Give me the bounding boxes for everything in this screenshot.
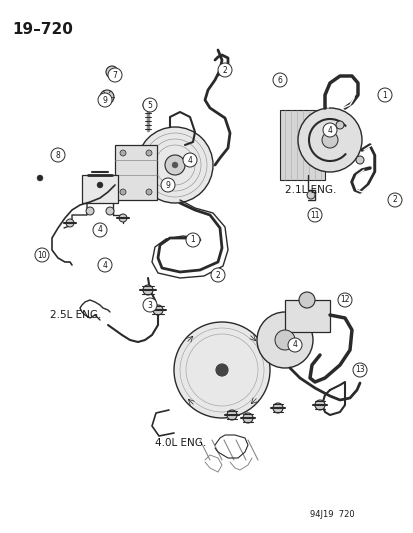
Circle shape — [142, 98, 157, 112]
Circle shape — [171, 162, 178, 168]
Text: 2.1L ENG.: 2.1L ENG. — [284, 185, 335, 195]
Circle shape — [256, 312, 312, 368]
Text: 19–720: 19–720 — [12, 22, 73, 37]
Circle shape — [307, 208, 321, 222]
Circle shape — [37, 175, 43, 181]
Circle shape — [314, 400, 324, 410]
Circle shape — [226, 410, 236, 420]
Bar — [82, 175, 118, 203]
Circle shape — [86, 207, 94, 215]
Text: 3: 3 — [147, 301, 152, 310]
Circle shape — [106, 207, 114, 215]
Text: 1: 1 — [382, 91, 387, 100]
Text: 2.5L ENG.: 2.5L ENG. — [50, 310, 101, 320]
Circle shape — [377, 88, 391, 102]
Circle shape — [335, 121, 343, 129]
Circle shape — [183, 153, 197, 167]
Circle shape — [218, 63, 231, 77]
Circle shape — [352, 363, 366, 377]
Circle shape — [173, 322, 269, 418]
Text: 5: 5 — [147, 101, 152, 109]
Bar — [279, 110, 324, 180]
Circle shape — [51, 148, 65, 162]
Circle shape — [322, 123, 336, 137]
Circle shape — [146, 150, 152, 156]
Circle shape — [211, 268, 224, 282]
Circle shape — [97, 182, 103, 188]
Circle shape — [66, 219, 74, 227]
Circle shape — [93, 223, 107, 237]
Text: 12: 12 — [339, 295, 349, 304]
Text: 9: 9 — [165, 181, 170, 190]
Circle shape — [137, 127, 212, 203]
Text: 8: 8 — [55, 150, 60, 159]
Text: 4: 4 — [327, 125, 332, 134]
Circle shape — [119, 214, 127, 222]
Text: 1: 1 — [190, 236, 195, 245]
Circle shape — [146, 189, 152, 195]
Circle shape — [242, 413, 252, 423]
Text: 11: 11 — [309, 211, 319, 220]
Bar — [115, 145, 157, 200]
Circle shape — [120, 189, 126, 195]
Circle shape — [106, 66, 118, 78]
Text: 4: 4 — [187, 156, 192, 165]
Text: 4: 4 — [292, 341, 297, 350]
Circle shape — [185, 233, 199, 247]
Circle shape — [272, 403, 282, 413]
Text: 4: 4 — [102, 261, 107, 270]
Bar — [284, 300, 329, 332]
Circle shape — [161, 178, 175, 192]
Circle shape — [287, 338, 301, 352]
Text: 4.0L ENG.: 4.0L ENG. — [154, 438, 206, 448]
Circle shape — [142, 285, 153, 295]
Circle shape — [98, 258, 112, 272]
Circle shape — [120, 150, 126, 156]
Circle shape — [165, 155, 185, 175]
Circle shape — [108, 68, 122, 82]
Circle shape — [274, 330, 294, 350]
Text: 7: 7 — [112, 70, 117, 79]
Text: 2: 2 — [222, 66, 227, 75]
Circle shape — [100, 90, 114, 104]
Circle shape — [337, 293, 351, 307]
Text: 13: 13 — [354, 366, 364, 375]
Text: 2: 2 — [215, 271, 220, 279]
Circle shape — [216, 364, 228, 376]
Text: 6: 6 — [277, 76, 282, 85]
Text: 10: 10 — [37, 251, 47, 260]
Circle shape — [35, 248, 49, 262]
Circle shape — [297, 108, 361, 172]
Circle shape — [142, 298, 157, 312]
Circle shape — [355, 156, 363, 164]
Circle shape — [306, 191, 314, 199]
Circle shape — [98, 93, 112, 107]
Text: 2: 2 — [392, 196, 396, 205]
Circle shape — [142, 100, 153, 110]
Circle shape — [387, 193, 401, 207]
Circle shape — [272, 73, 286, 87]
Circle shape — [298, 292, 314, 308]
Text: 9: 9 — [102, 95, 107, 104]
Circle shape — [153, 305, 163, 315]
Circle shape — [321, 132, 337, 148]
Text: 4: 4 — [97, 225, 102, 235]
Text: 94J19  720: 94J19 720 — [309, 510, 354, 519]
